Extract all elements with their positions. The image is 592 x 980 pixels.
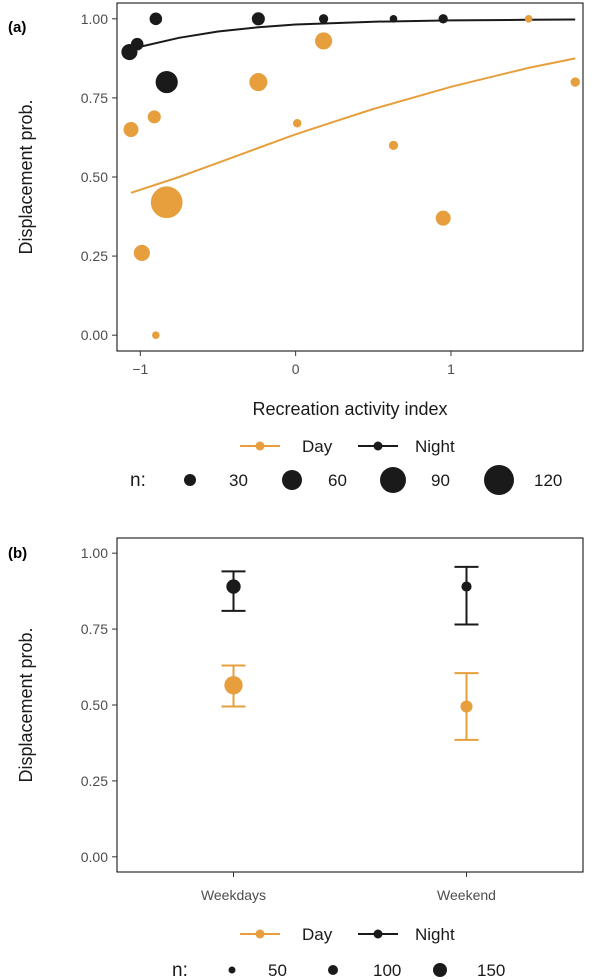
legend-a-size-60-label: 60 [328,471,347,490]
legend-a-size-30-marker [184,474,196,486]
fit-line-night [130,18,576,50]
legend-a-size-title: n: [130,470,146,491]
panel-b-x-ticks: Weekdays Weekend [201,872,496,903]
legend-b-size-150-marker [433,963,447,977]
point-night-6 [389,15,398,23]
point-day-9 [435,210,451,226]
a-y-tick-label-0: 0.00 [81,327,108,343]
panel-a-plot-border [116,2,584,352]
legend-b-size-50-label: 50 [268,961,287,980]
a-x-tick-label-1: 0 [292,361,300,377]
b-x-tick-label-weekend: Weekend [437,887,496,903]
panel-a-x-ticks: −1 0 1 [132,351,455,377]
point-day-0 [123,122,139,138]
legend-a-size-90-marker [380,467,406,493]
b-y-tick-label-0: 0.00 [81,849,108,865]
panel-b-label: (b) [8,545,27,562]
b-x-tick-label-weekdays: Weekdays [201,887,266,903]
a-y-tick-label-4: 1.00 [81,11,108,27]
panel-b-legend-sizes: n: 50 100 150 [172,960,505,980]
point-day-3 [152,331,160,339]
panel-a-legend-sizes: n: 30 60 90 120 [130,465,562,495]
point-night-7 [438,14,448,24]
legend-b-night-marker [373,929,383,939]
point-night-4 [251,12,265,26]
point-night-weekdays [226,579,241,594]
point-day-11 [570,77,580,87]
point-day-7 [315,32,333,50]
panel-a-y-ticks: 0.00 0.25 0.50 0.75 1.00 [81,11,117,343]
panel-a-legend-series: Day Night [240,437,455,456]
panel-b: (b) Displacement prob. 0.00 0.25 0.50 0.75 1… [8,537,584,980]
legend-a-size-120-label: 120 [534,471,562,490]
panel-a-y-axis-title: Displacement prob. [16,99,36,254]
fit-line-day [130,57,576,194]
legend-b-day-marker [255,929,265,939]
point-night-3 [155,71,178,94]
panel-a-points [121,12,580,339]
point-day-2 [147,110,161,124]
legend-a-size-60-marker [282,470,302,490]
a-x-tick-label-2: 1 [447,361,455,377]
legend-a-size-90-label: 90 [431,471,450,490]
panel-a-x-axis-title: Recreation activity index [252,399,447,419]
panel-a: (a) Displacement prob. Recreation activi… [8,2,584,495]
panel-a-fit-lines [130,18,576,194]
legend-a-size-120-marker [484,465,514,495]
point-night-2 [149,12,163,26]
point-night-weekend [461,581,472,592]
point-day-weekdays [224,676,243,695]
panel-b-y-axis-title: Displacement prob. [16,627,36,782]
point-day-6 [292,118,302,128]
b-y-tick-label-3: 0.75 [81,621,108,637]
legend-b-size-100-marker [328,965,338,975]
legend-b-size-150-label: 150 [477,961,505,980]
legend-b-size-title: n: [172,960,188,980]
point-night-1 [130,37,144,51]
b-y-tick-label-1: 0.25 [81,773,108,789]
b-y-tick-label-2: 0.50 [81,697,108,713]
point-day-weekend [460,700,473,713]
a-y-tick-label-3: 0.75 [81,90,108,106]
point-day-8 [388,140,399,151]
legend-b-night-label: Night [415,925,455,944]
a-y-tick-label-1: 0.25 [81,248,108,264]
panel-a-label: (a) [8,19,26,36]
panel-b-y-ticks: 0.00 0.25 0.50 0.75 1.00 [81,545,117,865]
b-y-tick-label-4: 1.00 [81,545,108,561]
point-night-5 [318,14,329,24]
a-x-tick-label-0: −1 [132,361,148,377]
legend-b-day-label: Day [302,925,333,944]
legend-a-night-label: Night [415,437,455,456]
legend-a-day-marker [255,441,265,451]
legend-a-day-label: Day [302,437,333,456]
point-day-10 [524,15,533,23]
legend-b-size-50-marker [228,966,236,974]
panel-b-legend-series: Day Night [240,925,455,944]
legend-b-size-100-label: 100 [373,961,401,980]
a-y-tick-label-2: 0.50 [81,169,108,185]
panel-b-plot-border [116,537,584,873]
point-day-4 [150,186,183,219]
legend-a-size-30-label: 30 [229,471,248,490]
point-day-1 [133,244,150,261]
panel-b-error-bars [221,565,479,741]
legend-a-night-marker [373,441,383,451]
point-day-5 [249,73,268,92]
